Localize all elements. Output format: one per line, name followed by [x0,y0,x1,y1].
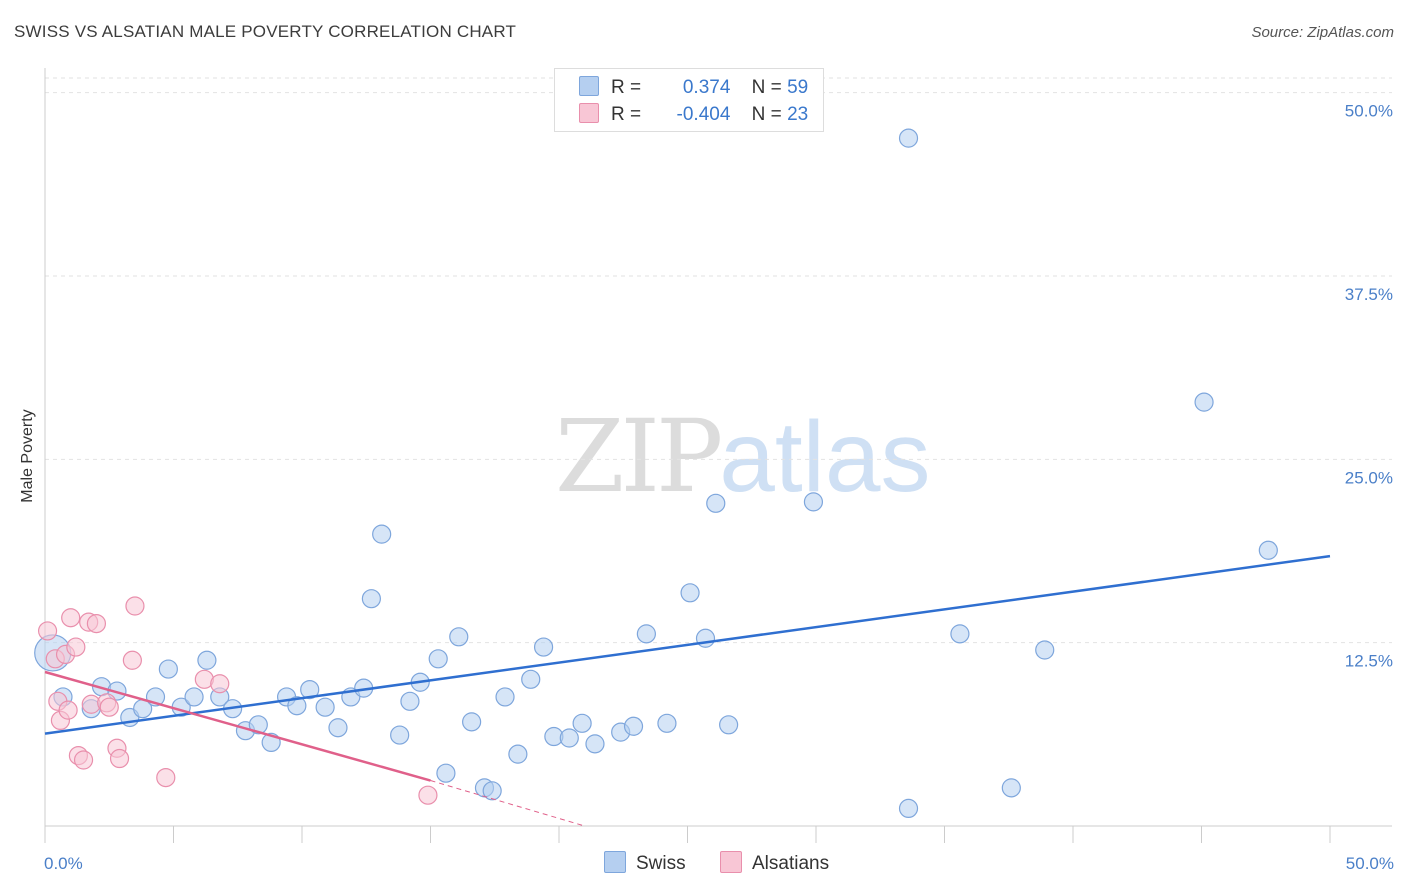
x-tick-label: 0.0% [44,854,83,873]
swiss-point [248,715,268,735]
alsatians-trend-extension [430,780,585,827]
alsatians-point [99,697,119,717]
correlation-legend: R = 0.374 N = 59 R = -0.404 N = 23 [554,68,824,132]
tick-labels: 12.5% 25.0% 37.5% 50.0% 0.0% 50.0% [44,102,1394,873]
legend-row-alsatians: R = -0.404 N = 23 [579,103,808,127]
swiss-n-value: 59 [787,77,809,98]
swiss-point [636,624,656,644]
swiss-point [559,728,579,748]
swiss-point [521,669,541,689]
swiss-point [1035,640,1055,660]
swiss-point [495,687,515,707]
alsatians-point [418,785,438,805]
y-tick-label: 37.5% [1345,285,1393,304]
y-tick-label: 12.5% [1345,652,1393,671]
swiss-legend-label: Swiss [636,853,686,874]
swiss-point [533,637,554,657]
swiss-point [719,715,739,735]
grid-lines [45,77,1392,644]
swiss-point [328,718,348,738]
swiss-point [585,734,605,754]
swiss-point [287,696,307,716]
swiss-point [657,713,677,733]
swiss-point [300,679,320,700]
alsatians-r-value: -0.404 [676,104,731,125]
swiss-point [1258,540,1278,560]
watermark-atlas: atlas [719,401,931,513]
alsatians-point [37,621,58,641]
alsatians-point [109,748,130,769]
chart-title: SWISS VS ALSATIAN MALE POVERTY CORRELATI… [14,22,517,41]
swiss-point [695,628,716,648]
swiss-point [482,781,502,801]
swiss-point [315,697,335,717]
axes [44,68,1392,843]
swiss-point [898,128,919,148]
swiss-point [400,691,420,711]
swiss-point [428,649,448,669]
swiss-point [950,624,970,644]
alsatians-legend-label: Alsatians [752,853,830,874]
swiss-point [449,627,469,647]
alsatians-point [66,637,86,657]
x-tick-label: 50.0% [1346,854,1394,873]
swiss-trend-line [44,554,1331,735]
y-tick-label: 50.0% [1345,102,1393,121]
swiss-r-label: R = [611,77,642,98]
bottom-legend-swiss: Swiss [604,851,686,875]
legend-row-swiss: R = 0.374 N = 59 [579,76,808,100]
swiss-point [361,589,381,609]
swiss-point [508,744,528,764]
swiss-point [390,725,410,745]
trend-lines [44,554,1331,827]
swiss-point [184,687,204,707]
alsatians-point [122,650,142,670]
alsatians-swatch [579,103,599,123]
swiss-point [197,650,217,670]
swiss-n-label: N = [751,77,782,98]
alsatians-r-label: R = [611,104,642,125]
source-credit: Source: ZipAtlas.com [1251,24,1394,41]
watermark-zip: ZIP [555,398,723,515]
alsatians-point [125,596,145,616]
swiss-point [372,524,392,544]
swiss-point [706,493,726,513]
swiss-point [680,583,700,603]
alsatians-n-label: N = [751,104,782,125]
swiss-point [1194,392,1214,412]
swiss-point [462,712,482,732]
alsatians-point [156,767,176,788]
alsatians-point [58,700,78,720]
alsatians-series [37,596,438,805]
swiss-r-value: 0.374 [682,77,731,98]
alsatians-point [73,750,94,770]
swiss-point [436,763,456,783]
swiss-series [34,128,1278,819]
alsatians-legend-swatch [720,851,742,873]
swiss-legend-swatch [604,851,626,873]
swiss-point [898,798,919,819]
alsatians-point [61,608,81,628]
watermark: ZIPatlas [555,398,931,515]
swiss-swatch [579,76,599,96]
alsatians-point [86,613,107,634]
alsatians-trend-line [44,670,431,782]
swiss-point [623,716,644,736]
alsatians-point [210,674,230,694]
swiss-point [572,713,592,733]
alsatians-n-value: 23 [787,104,809,125]
swiss-point [158,659,178,679]
swiss-point [1001,778,1021,798]
y-tick-label: 25.0% [1345,468,1393,487]
bottom-legend-alsatians: Alsatians [720,851,829,875]
swiss-point [803,492,824,512]
